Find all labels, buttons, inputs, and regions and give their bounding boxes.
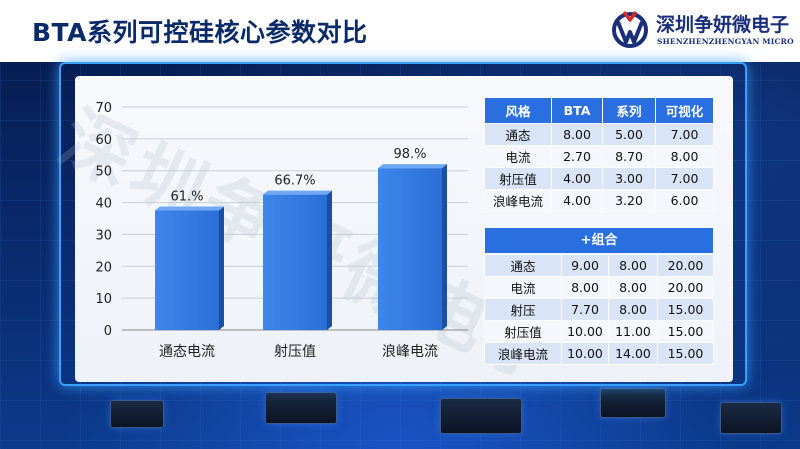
table-row: 浪峰电流 10.00 14.00 15.00 (484, 342, 714, 365)
table-cell: 3.20 (602, 189, 656, 212)
chip-decoration (720, 402, 782, 434)
chip-decoration (265, 392, 337, 424)
table-cell: 通态 (484, 123, 552, 146)
y-tick-label: 50 (95, 165, 112, 180)
title-bar (0, 0, 800, 62)
x-tick-label: 浪峰电流 (382, 344, 438, 360)
data-label: 98.% (393, 147, 426, 162)
bar (155, 210, 219, 330)
table-cell: 5.00 (602, 123, 656, 146)
table-cell: 8.00 (608, 254, 658, 277)
y-tick-label: 20 (95, 260, 112, 275)
data-label: 66.7% (274, 174, 315, 189)
table-header-cell: 可视化 (655, 97, 714, 124)
bar (263, 194, 327, 330)
params-table: 风格 BTA 系列 可视化 通态 8.00 5.00 7.00 电流 2.70 … (484, 97, 714, 212)
table-row: 射压 7.70 8.00 15.00 (484, 298, 714, 321)
data-label: 61.% (170, 190, 203, 205)
table-row: 通态 8.00 5.00 7.00 (484, 123, 714, 146)
table-cell: 8.00 (608, 298, 658, 321)
panel-frame (59, 62, 747, 386)
table-row: 浪峰电流 4.00 3.20 6.00 (484, 189, 714, 212)
table-cell: 20.00 (657, 276, 714, 299)
table-row: 射压值 10.00 11.00 15.00 (484, 320, 714, 343)
table-cell: 15.00 (657, 342, 714, 365)
table-cell: 射压值 (484, 167, 552, 190)
chip-decoration (440, 398, 522, 434)
bar-top (155, 206, 224, 211)
table-cell: 9.00 (561, 254, 609, 277)
table-cell: 14.00 (608, 342, 658, 365)
table-cell: 7.70 (561, 298, 609, 321)
y-tick-label: 40 (95, 197, 112, 212)
table-cell: 10.00 (561, 320, 609, 343)
y-tick-label: 0 (104, 324, 112, 339)
x-tick-label: 通态电流 (159, 344, 215, 360)
y-tick-label: 60 (95, 133, 112, 148)
y-tick-label: 10 (95, 292, 112, 307)
table-cell: 8.00 (608, 276, 658, 299)
table-row: 电流 2.70 8.70 8.00 (484, 145, 714, 168)
table-cell: 6.00 (655, 189, 714, 212)
table-cell: 10.00 (561, 342, 609, 365)
table-cell: 7.00 (655, 123, 714, 146)
table-cell: 4.00 (551, 167, 603, 190)
table-row: 通态 9.00 8.00 20.00 (484, 254, 714, 277)
table-header-cell: 风格 (484, 97, 552, 124)
table-cell: 20.00 (657, 254, 714, 277)
x-tick-label: 射压值 (274, 344, 316, 360)
chip-decoration (600, 388, 666, 418)
y-tick-label: 30 (95, 228, 112, 243)
table-row: 电流 8.00 8.00 20.00 (484, 276, 714, 299)
table-cell: 8.00 (551, 123, 603, 146)
table-cell: 电流 (484, 276, 562, 299)
table-row: 射压值 4.00 3.00 7.00 (484, 167, 714, 190)
bar-side (442, 164, 447, 330)
table-cell: 浪峰电流 (484, 342, 562, 365)
table-cell: 3.00 (602, 167, 656, 190)
bar-top (263, 190, 332, 195)
table-header-cell: 系列 (602, 97, 656, 124)
bar-side (219, 206, 224, 330)
table-header-cell: BTA (551, 97, 603, 124)
table-cell: 8.00 (655, 145, 714, 168)
table-cell: 通态 (484, 254, 562, 277)
y-tick-label: 70 (95, 101, 112, 116)
bar (378, 168, 442, 330)
params-table-header: 风格 BTA 系列 可视化 (484, 97, 714, 124)
table-cell: 11.00 (608, 320, 658, 343)
combo-table: 通态 9.00 8.00 20.00 电流 8.00 8.00 20.00 射压… (484, 254, 714, 365)
table-cell: 4.00 (551, 189, 603, 212)
table-cell: 8.00 (561, 276, 609, 299)
table-cell: 15.00 (657, 298, 714, 321)
table-cell: 浪峰电流 (484, 189, 552, 212)
table-cell: 7.00 (655, 167, 714, 190)
bar-side (327, 190, 332, 330)
table-cell: 2.70 (551, 145, 603, 168)
table-cell: 射压值 (484, 320, 562, 343)
page-title: BTA系列可控硅核心参数对比 (32, 18, 368, 47)
table-cell: 15.00 (657, 320, 714, 343)
table-cell: 电流 (484, 145, 552, 168)
combo-table-title: +组合 (485, 228, 713, 253)
chip-decoration (110, 400, 164, 428)
brand-name: 深圳争妍微电子 (656, 14, 790, 36)
brand-logo-icon (612, 10, 648, 48)
bar-top (378, 164, 447, 169)
table-cell: 射压 (484, 298, 562, 321)
table-cell: 8.70 (602, 145, 656, 168)
brand-english-name: SHENZHENZHENGYAN MICRO (657, 37, 794, 46)
